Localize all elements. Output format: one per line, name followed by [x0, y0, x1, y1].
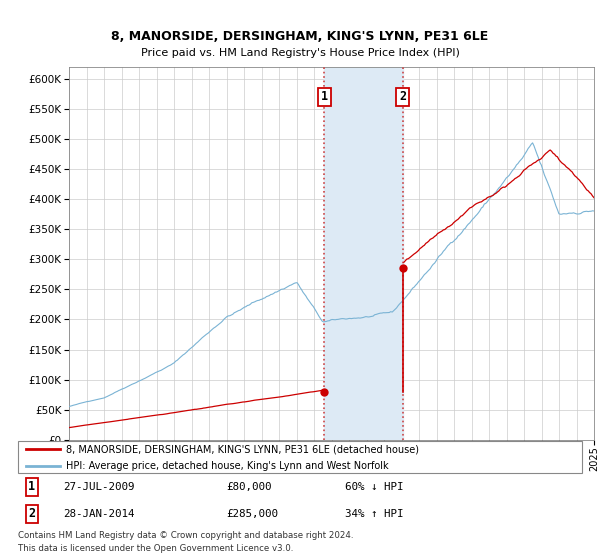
Text: £80,000: £80,000: [227, 482, 272, 492]
FancyBboxPatch shape: [18, 441, 582, 473]
Text: 60% ↓ HPI: 60% ↓ HPI: [345, 482, 404, 492]
Text: HPI: Average price, detached house, King's Lynn and West Norfolk: HPI: Average price, detached house, King…: [66, 461, 389, 471]
Text: 2: 2: [400, 91, 407, 104]
Text: Contains HM Land Registry data © Crown copyright and database right 2024.: Contains HM Land Registry data © Crown c…: [18, 531, 353, 540]
Text: 28-JAN-2014: 28-JAN-2014: [63, 509, 134, 519]
Bar: [324, 67, 403, 440]
Text: 2: 2: [28, 507, 35, 520]
Text: 34% ↑ HPI: 34% ↑ HPI: [345, 509, 404, 519]
Text: 8, MANORSIDE, DERSINGHAM, KING'S LYNN, PE31 6LE (detached house): 8, MANORSIDE, DERSINGHAM, KING'S LYNN, P…: [66, 445, 419, 455]
Text: 27-JUL-2009: 27-JUL-2009: [63, 482, 134, 492]
Text: 8, MANORSIDE, DERSINGHAM, KING'S LYNN, PE31 6LE: 8, MANORSIDE, DERSINGHAM, KING'S LYNN, P…: [112, 30, 488, 43]
Text: 1: 1: [28, 480, 35, 493]
Text: Price paid vs. HM Land Registry's House Price Index (HPI): Price paid vs. HM Land Registry's House …: [140, 48, 460, 58]
Text: This data is licensed under the Open Government Licence v3.0.: This data is licensed under the Open Gov…: [18, 544, 293, 553]
Text: £285,000: £285,000: [227, 509, 278, 519]
Text: 1: 1: [320, 91, 328, 104]
